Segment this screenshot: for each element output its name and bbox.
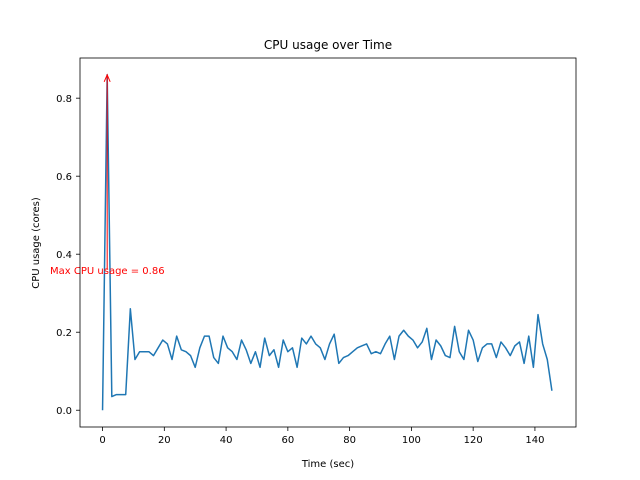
x-tick-label: 0 [99, 435, 105, 446]
annotation-text: Max CPU usage = 0.86 [50, 266, 165, 277]
y-tick-label: 0.2 [56, 328, 72, 339]
axes-frame [79, 57, 577, 428]
y-tick-label: 0.6 [56, 172, 72, 183]
x-tick-label: 100 [402, 435, 421, 446]
series-line-0 [101, 74, 553, 411]
y-axis-label: CPU usage (cores) [31, 197, 42, 289]
x-tick-label: 60 [281, 435, 294, 446]
x-tick-label: 40 [220, 435, 233, 446]
x-tick-label: 120 [464, 435, 483, 446]
y-tick-label: 0.0 [56, 406, 72, 417]
chart-title: CPU usage over Time [264, 38, 392, 52]
plot-area: Max CPU usage = 0.86 0 20 40 60 80 100 120 140 0.… [50, 57, 577, 446]
y-tick-label: 0.8 [56, 94, 72, 105]
x-tick-label: 140 [525, 435, 544, 446]
annotation-arrow-head [103, 73, 111, 82]
x-axis-label: Time (sec) [301, 459, 354, 470]
x-tick-label: 80 [343, 435, 356, 446]
x-tick-label: 20 [158, 435, 171, 446]
y-tick-label: 0.4 [56, 250, 72, 261]
